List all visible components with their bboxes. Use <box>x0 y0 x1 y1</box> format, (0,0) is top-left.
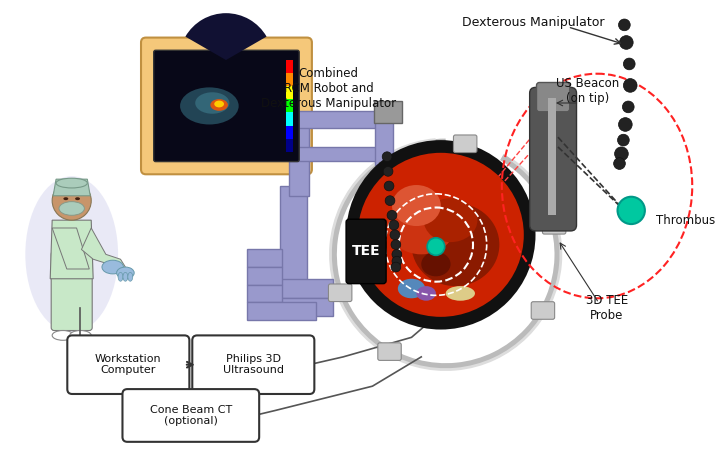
Ellipse shape <box>412 203 499 286</box>
Circle shape <box>619 118 632 131</box>
Ellipse shape <box>398 279 425 298</box>
FancyBboxPatch shape <box>192 335 314 394</box>
Polygon shape <box>53 179 90 196</box>
Bar <box>285 112 293 126</box>
Bar <box>290 118 309 196</box>
Ellipse shape <box>417 286 436 301</box>
Text: Combined
RCM Robot and
Dexterous Manipulator: Combined RCM Robot and Dexterous Manipul… <box>261 67 396 110</box>
Circle shape <box>392 249 401 259</box>
Text: Thrombus: Thrombus <box>656 214 715 227</box>
Circle shape <box>346 140 536 329</box>
Ellipse shape <box>63 197 68 200</box>
Polygon shape <box>50 220 93 279</box>
Polygon shape <box>52 228 89 269</box>
FancyBboxPatch shape <box>68 335 189 394</box>
Ellipse shape <box>70 330 91 340</box>
Ellipse shape <box>387 196 455 254</box>
Circle shape <box>619 19 630 31</box>
Bar <box>285 139 293 152</box>
Circle shape <box>382 152 392 162</box>
FancyBboxPatch shape <box>52 252 92 330</box>
Circle shape <box>624 58 635 70</box>
Circle shape <box>427 238 445 255</box>
Circle shape <box>384 181 394 191</box>
Ellipse shape <box>128 273 133 281</box>
Ellipse shape <box>25 176 118 333</box>
Bar <box>280 298 333 316</box>
Ellipse shape <box>195 92 229 114</box>
Bar <box>290 147 387 161</box>
Text: Workstation
Computer: Workstation Computer <box>95 354 162 375</box>
Bar <box>290 111 387 128</box>
FancyBboxPatch shape <box>454 135 477 152</box>
Bar <box>375 111 393 165</box>
Polygon shape <box>81 228 126 271</box>
Bar <box>285 126 293 139</box>
Circle shape <box>52 181 91 220</box>
FancyBboxPatch shape <box>123 389 259 442</box>
Ellipse shape <box>358 153 523 317</box>
Ellipse shape <box>211 99 228 111</box>
Ellipse shape <box>118 273 123 281</box>
Bar <box>285 99 293 112</box>
Ellipse shape <box>446 286 475 301</box>
FancyBboxPatch shape <box>346 219 386 283</box>
Text: Dexterous Manipulator: Dexterous Manipulator <box>462 16 605 30</box>
FancyBboxPatch shape <box>141 38 312 174</box>
Circle shape <box>618 134 629 146</box>
Circle shape <box>387 210 397 220</box>
Text: Cone Beam CT
(optional): Cone Beam CT (optional) <box>150 404 232 426</box>
Bar <box>248 285 282 302</box>
Circle shape <box>615 147 628 161</box>
Ellipse shape <box>75 197 80 200</box>
Circle shape <box>624 79 637 92</box>
Text: 3D TEE
Probe: 3D TEE Probe <box>586 294 628 322</box>
Bar <box>548 98 556 215</box>
Bar <box>379 162 395 254</box>
Ellipse shape <box>117 267 134 279</box>
Circle shape <box>389 220 399 230</box>
Bar <box>248 249 282 267</box>
FancyBboxPatch shape <box>531 302 555 319</box>
Circle shape <box>619 35 633 49</box>
Bar <box>248 302 316 320</box>
Bar <box>280 186 307 318</box>
Circle shape <box>622 101 634 113</box>
Circle shape <box>618 197 645 224</box>
Ellipse shape <box>392 185 441 226</box>
FancyBboxPatch shape <box>542 217 566 234</box>
Wedge shape <box>185 13 266 60</box>
Circle shape <box>383 167 393 176</box>
Ellipse shape <box>52 330 73 340</box>
Text: US Beacon
(on tip): US Beacon (on tip) <box>555 77 619 105</box>
Circle shape <box>390 230 400 240</box>
Ellipse shape <box>123 273 128 281</box>
Bar <box>285 73 293 86</box>
Ellipse shape <box>421 252 451 276</box>
FancyBboxPatch shape <box>378 343 401 360</box>
Ellipse shape <box>180 87 239 125</box>
Ellipse shape <box>59 202 84 215</box>
Bar <box>280 279 333 298</box>
Circle shape <box>613 158 625 169</box>
Ellipse shape <box>214 101 224 107</box>
Bar <box>248 267 282 285</box>
Bar <box>375 101 401 122</box>
FancyBboxPatch shape <box>328 284 352 302</box>
Text: Philips 3D
Ultrasound: Philips 3D Ultrasound <box>223 354 284 375</box>
Bar <box>285 86 293 99</box>
Circle shape <box>391 262 401 272</box>
Circle shape <box>385 196 395 206</box>
FancyBboxPatch shape <box>154 50 299 162</box>
Circle shape <box>391 240 401 249</box>
Circle shape <box>392 256 401 266</box>
Ellipse shape <box>424 198 478 242</box>
Ellipse shape <box>102 260 123 274</box>
Bar <box>285 60 293 73</box>
Ellipse shape <box>56 178 87 188</box>
Text: TEE: TEE <box>352 244 380 258</box>
FancyBboxPatch shape <box>537 82 570 112</box>
FancyBboxPatch shape <box>530 87 576 231</box>
